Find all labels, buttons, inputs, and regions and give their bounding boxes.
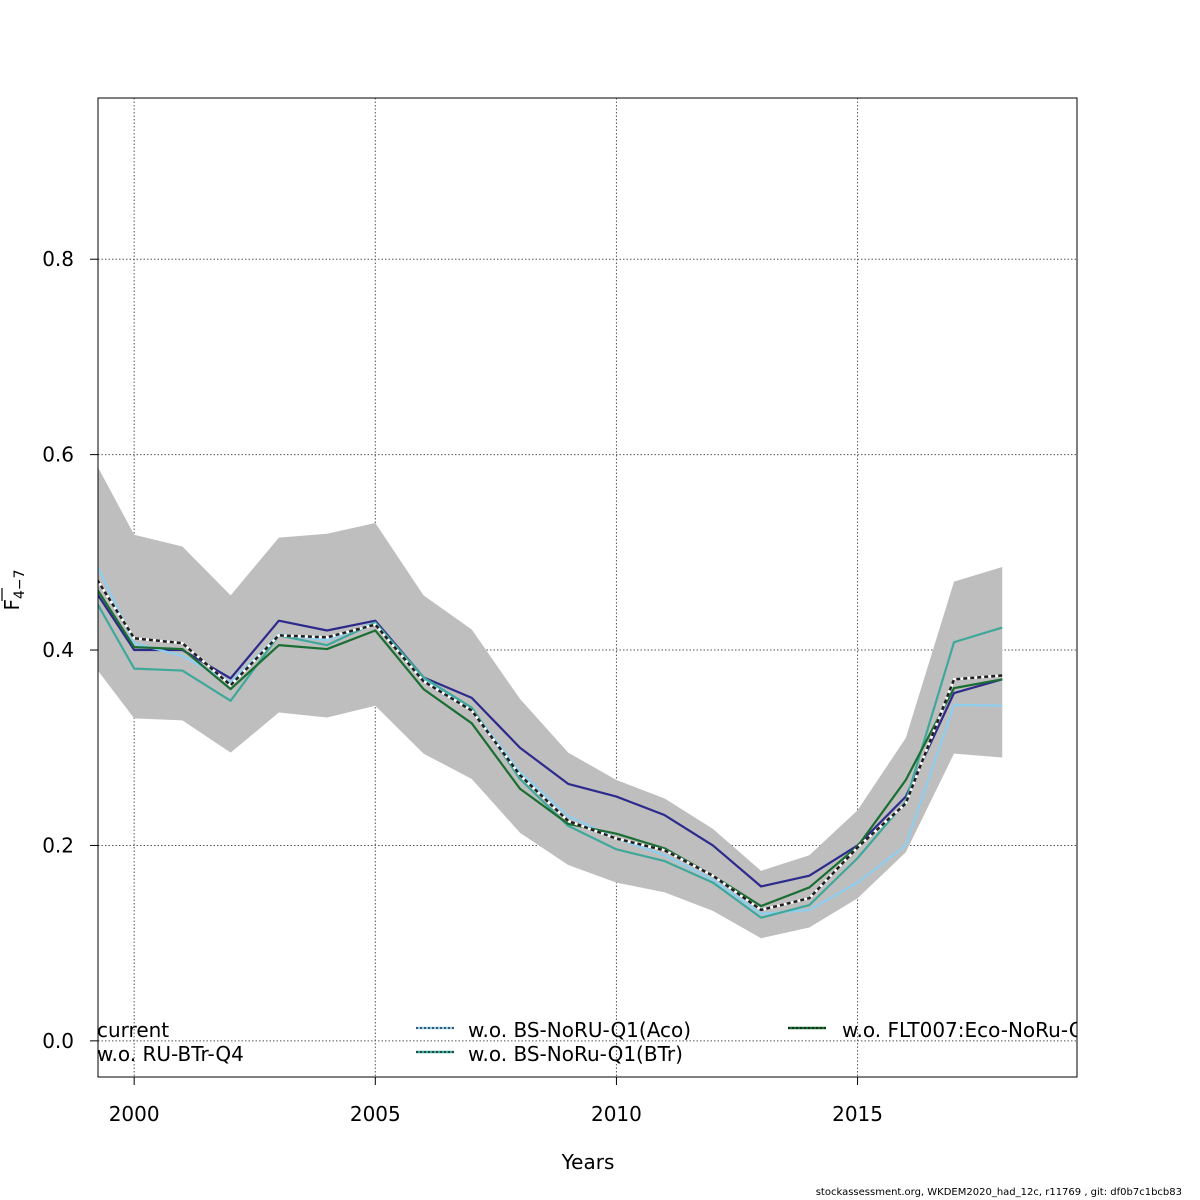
- legend-label-w-o-flt007-eco-noru-q: w.o. FLT007:Eco-NoRu-Q: [842, 1018, 1085, 1042]
- series-line-w-o-bs-noru-q1-btr: [98, 602, 1003, 919]
- y-tick-label: 0.8: [42, 247, 74, 271]
- y-tick-label: 0.2: [42, 833, 74, 857]
- legend-label-w-o-ru-btr-q4: w.o. RU-BTr-Q4: [97, 1042, 244, 1066]
- series-line-w-o-flt007-eco-noru-q: [98, 588, 1003, 908]
- plot-frame: [97, 97, 1078, 1078]
- x-axis: 2000 2005 2010 2015: [109, 1077, 883, 1126]
- footer-note: stockassessment.org, WKDEM2020_had_12c, …: [815, 1187, 1182, 1198]
- svg-text:F4−7: F4−7: [0, 569, 28, 610]
- grid: [98, 98, 1077, 1077]
- x-tick-label: 2000: [109, 1102, 160, 1126]
- series-line-w-o-ru-btr-q4: [98, 593, 1003, 888]
- x-tick-label: 2005: [350, 1102, 401, 1126]
- series-layer: [98, 565, 1003, 919]
- x-axis-title: Years: [561, 1150, 615, 1174]
- y-axis: 0.0 0.2 0.4 0.6 0.8: [42, 247, 98, 1053]
- y-tick-label: 0.0: [42, 1029, 74, 1053]
- y-tick-label: 0.4: [42, 638, 74, 662]
- legend-label-current: current: [97, 1018, 169, 1042]
- y-tick-label: 0.6: [42, 443, 74, 467]
- series-line-w-o-bs-noru-q1-aco: [98, 565, 1003, 915]
- y-axis-title-subscript: 4−7: [12, 569, 28, 599]
- legend-label-w-o-bs-noru-q1-aco: w.o. BS-NoRU-Q1(Aco): [468, 1018, 691, 1042]
- x-tick-label: 2015: [832, 1102, 883, 1126]
- x-tick-label: 2010: [591, 1102, 642, 1126]
- confidence-band: [98, 467, 1003, 939]
- legend-label-w-o-bs-noru-q1-btr: w.o. BS-NoRu-Q1(BTr): [468, 1042, 683, 1066]
- y-axis-title: F4−7: [0, 569, 28, 610]
- confidence-band-layer: [98, 467, 1003, 939]
- series-line-current-underlay: [98, 578, 1003, 912]
- y-axis-title-main: F: [0, 599, 24, 611]
